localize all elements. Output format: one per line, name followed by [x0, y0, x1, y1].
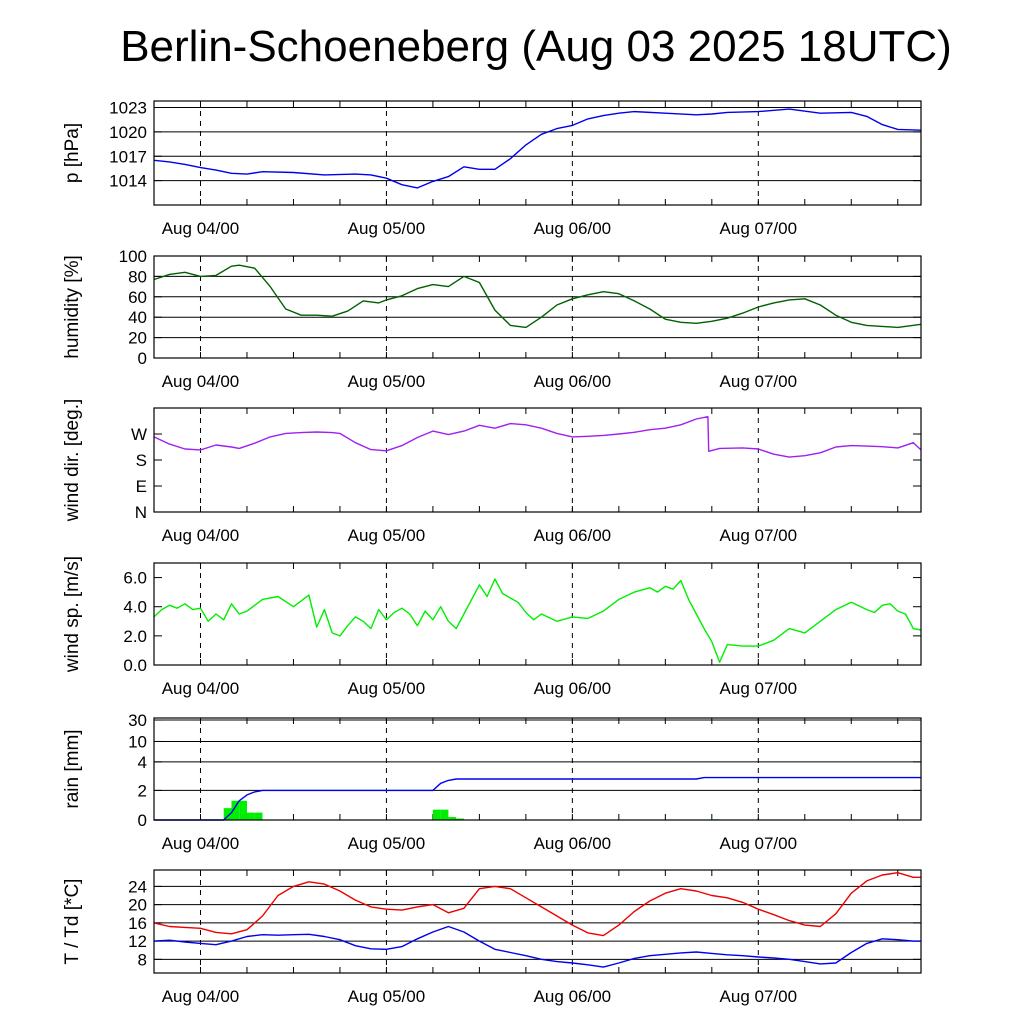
x-tick-label: Aug 05/00 [348, 219, 426, 238]
y-axis-label: wind sp. [m/s] [62, 556, 83, 673]
series-line-2 [153, 925, 921, 968]
x-tick-label: Aug 07/00 [720, 834, 798, 853]
y-tick-label: 1020 [109, 123, 147, 142]
x-tick-label: Aug 04/00 [162, 834, 240, 853]
y-tick-label: 0.0 [123, 656, 147, 675]
y-tick-label: 6.0 [123, 569, 147, 588]
y-tick-label: 16 [128, 914, 147, 933]
y-tick-label: 40 [128, 308, 147, 327]
rain-bar [440, 809, 449, 820]
rain-bar [239, 800, 247, 820]
x-tick-label: Aug 07/00 [720, 372, 798, 391]
x-tick-label: Aug 05/00 [348, 987, 426, 1006]
y-tick-label: 20 [128, 896, 147, 915]
y-tick-label: S [136, 451, 147, 470]
rain-bar [223, 808, 232, 820]
rain-bar [254, 812, 263, 820]
x-tick-label: Aug 05/00 [348, 372, 426, 391]
x-tick-label: Aug 07/00 [720, 526, 798, 545]
x-tick-label: Aug 05/00 [348, 834, 426, 853]
y-tick-label: N [135, 503, 147, 522]
series-line-1 [153, 872, 921, 937]
y-axis-label: rain [mm] [62, 729, 83, 808]
y-tick-label: 4.0 [123, 598, 147, 617]
y-tick-label: E [136, 477, 147, 496]
x-tick-label: Aug 06/00 [534, 372, 612, 391]
rain-bar [231, 800, 240, 820]
y-tick-label: 80 [128, 267, 147, 286]
panel-frame [153, 562, 922, 666]
x-tick-label: Aug 04/00 [162, 219, 240, 238]
y-tick-label: 1014 [109, 172, 147, 191]
x-tick-label: Aug 04/00 [162, 679, 240, 698]
series-line-1 [154, 776, 921, 821]
rain-bar [448, 817, 457, 820]
y-axis-label: humidity [%] [62, 255, 83, 358]
y-tick-label: 10 [128, 732, 147, 751]
y-tick-label: 2 [138, 781, 147, 800]
y-tick-label: 1017 [109, 147, 147, 166]
x-tick-label: Aug 06/00 [534, 679, 612, 698]
x-tick-label: Aug 05/00 [348, 679, 426, 698]
rain-bar [246, 812, 255, 820]
panel-frame [153, 717, 922, 821]
y-axis-label: wind dir. [deg.] [62, 399, 83, 523]
series-line-1 [153, 578, 922, 663]
x-tick-label: Aug 06/00 [534, 834, 612, 853]
x-tick-label: Aug 07/00 [720, 679, 798, 698]
x-tick-label: Aug 04/00 [162, 987, 240, 1006]
x-tick-label: Aug 05/00 [348, 526, 426, 545]
rain-bar [432, 809, 441, 820]
y-tick-label: 30 [128, 711, 147, 730]
y-tick-label: 2.0 [123, 627, 147, 646]
panel-frame [153, 869, 922, 974]
panel-frame [153, 407, 922, 513]
y-tick-label: 60 [128, 288, 147, 307]
x-tick-label: Aug 04/00 [162, 526, 240, 545]
chart-title: Berlin-Schoeneberg (Aug 03 2025 18UTC) [120, 22, 952, 71]
y-tick-label: 0 [138, 811, 147, 830]
x-tick-label: Aug 04/00 [162, 372, 240, 391]
y-tick-label: 0 [138, 349, 147, 368]
series-line-1 [153, 416, 922, 458]
x-tick-label: Aug 07/00 [720, 987, 798, 1006]
y-tick-label: 8 [138, 950, 147, 969]
x-tick-label: Aug 06/00 [534, 987, 612, 1006]
series-line-1 [153, 108, 922, 189]
y-tick-label: 20 [128, 329, 147, 348]
panel-1: 1014 1017 1020 1023 Aug 04/00 Aug 05/00 Aug 06… [62, 99, 922, 238]
series-line-1 [153, 264, 922, 329]
panel-frame [153, 100, 922, 206]
y-tick-label: 1023 [109, 99, 147, 118]
x-tick-label: Aug 06/00 [534, 219, 612, 238]
y-tick-label: 4 [138, 753, 147, 772]
y-axis-label: p [hPa] [62, 123, 83, 183]
y-tick-label: W [131, 425, 147, 444]
y-tick-label: 100 [119, 247, 147, 266]
x-tick-label: Aug 06/00 [534, 526, 612, 545]
y-axis-label: T / Td [*C] [62, 879, 83, 965]
rain-bar [456, 818, 464, 820]
y-tick-label: 24 [128, 877, 147, 896]
panel-4: 0.0 2.0 4.0 6.0 Aug 04/00 Aug 05/00 Aug 06/00 A… [62, 556, 922, 698]
panel-frame [153, 255, 922, 359]
panel-5: 0 2 4 10 30 Aug 04/00 Aug 05/00 Aug 06/00 Aug 07… [62, 711, 922, 853]
x-tick-label: Aug 07/00 [720, 219, 798, 238]
y-tick-label: 12 [128, 932, 147, 951]
